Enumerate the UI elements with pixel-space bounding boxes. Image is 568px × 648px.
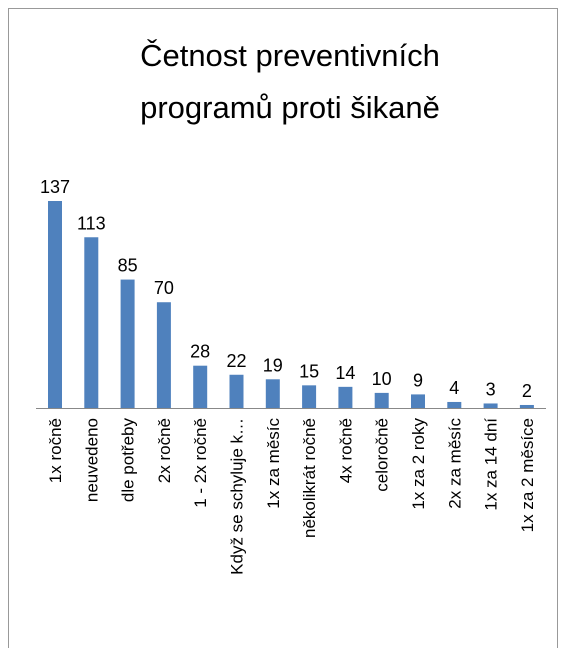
bar <box>483 403 498 408</box>
data-label: 137 <box>40 177 70 197</box>
x-tick-label: celoročně <box>373 418 392 492</box>
bar <box>48 201 62 408</box>
data-label: 70 <box>154 278 174 298</box>
chart-frame <box>8 8 558 648</box>
bar <box>229 374 244 408</box>
data-label: 22 <box>226 351 246 371</box>
chart-title: programů proti šikaně <box>140 90 440 125</box>
x-tick-label: 1x ročně <box>46 418 65 483</box>
data-label: 14 <box>335 363 355 383</box>
bar <box>338 386 353 408</box>
bar <box>120 279 135 408</box>
bar <box>84 237 99 408</box>
data-label: 19 <box>263 355 283 375</box>
x-tick-label: 1x za 2 roky <box>409 418 428 510</box>
x-tick-label: Když se schyluje k… <box>228 418 247 575</box>
data-label: 113 <box>77 213 106 233</box>
chart-title: Četnost preventivních <box>140 38 440 73</box>
x-tick-label: 4x ročně <box>336 418 355 483</box>
data-label: 2 <box>522 381 532 401</box>
data-label: 28 <box>190 342 210 362</box>
bar <box>411 394 425 408</box>
data-label: 85 <box>118 256 138 276</box>
x-tick-label: neuvedeno <box>82 418 101 502</box>
x-tick-label: 1 - 2x ročně <box>191 418 210 508</box>
bar <box>374 392 389 408</box>
data-label: 9 <box>413 370 423 390</box>
data-label: 3 <box>486 379 496 399</box>
data-label: 15 <box>299 361 319 381</box>
data-label: 10 <box>372 369 392 389</box>
x-tick-label: několikrát ročně <box>300 418 319 538</box>
bar <box>447 401 462 408</box>
x-tick-label: 2x ročně <box>155 418 174 483</box>
x-tick-label: 1x za 14 dní <box>482 418 501 511</box>
bar <box>193 365 208 408</box>
x-tick-label: 1x za 2 měsíce <box>518 418 537 532</box>
x-tick-label: 1x za měsíc <box>264 418 283 509</box>
x-tick-label: dle potřeby <box>119 418 138 503</box>
bar <box>265 379 280 408</box>
data-label: 4 <box>449 378 459 398</box>
bar <box>302 385 317 408</box>
bar <box>156 302 171 408</box>
bar <box>519 404 534 408</box>
x-tick-label: 2x za měsíc <box>445 418 464 509</box>
